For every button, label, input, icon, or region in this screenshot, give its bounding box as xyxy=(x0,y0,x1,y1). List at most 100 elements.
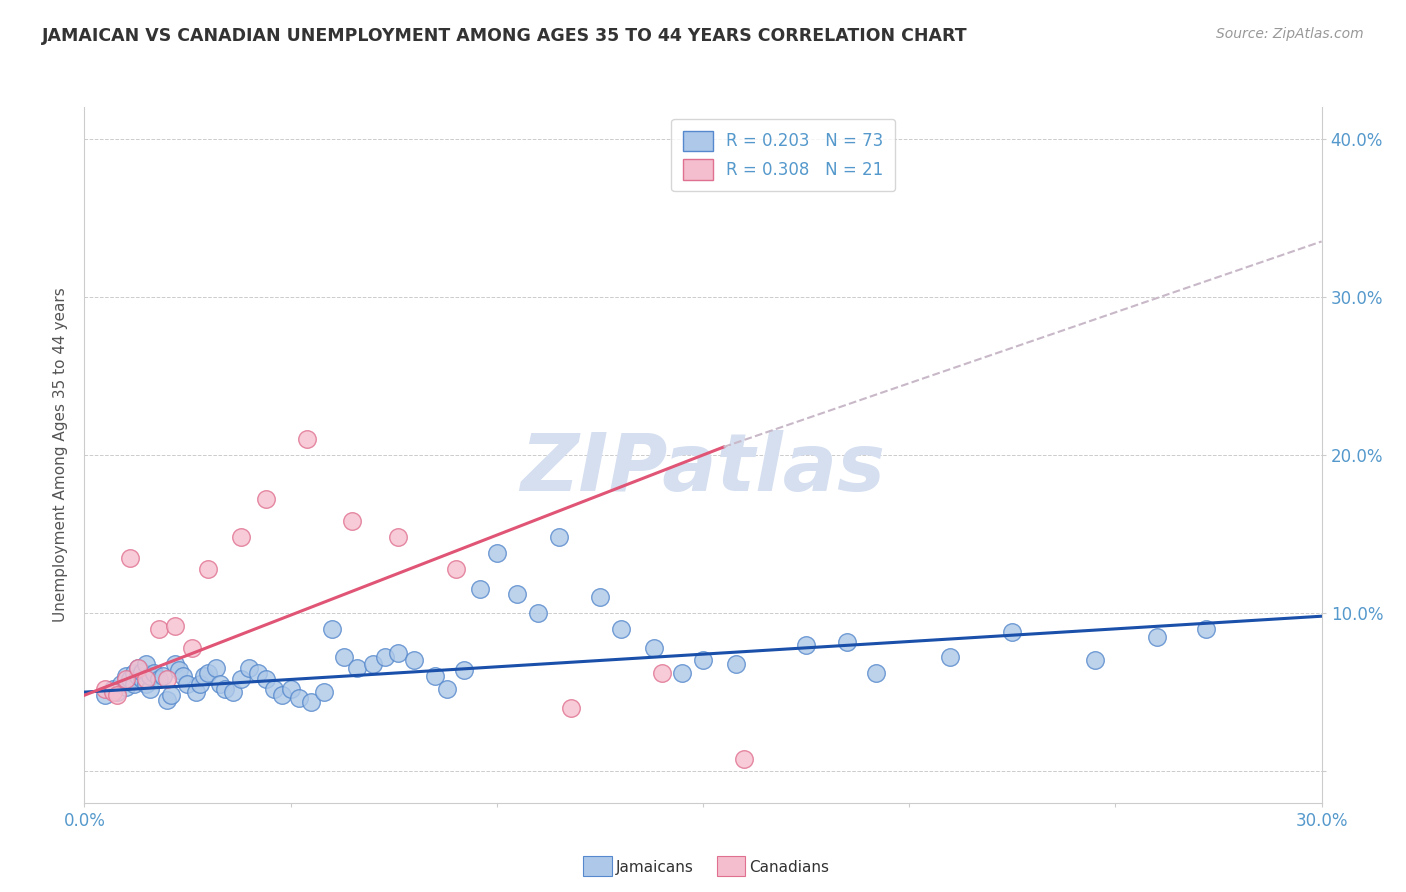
Point xyxy=(197,562,219,576)
Point xyxy=(254,673,277,687)
Point xyxy=(160,688,183,702)
Point xyxy=(127,661,149,675)
Point xyxy=(733,751,755,765)
Point xyxy=(229,530,252,544)
Point xyxy=(176,677,198,691)
Point xyxy=(342,514,364,528)
Point xyxy=(692,653,714,667)
Point xyxy=(254,492,277,507)
Point xyxy=(139,681,162,696)
Point xyxy=(94,688,117,702)
Point xyxy=(1001,625,1024,640)
Point xyxy=(321,622,343,636)
Point xyxy=(312,685,335,699)
Point xyxy=(214,681,236,696)
Text: Jamaicans: Jamaicans xyxy=(616,860,693,874)
Point xyxy=(193,669,215,683)
Point xyxy=(470,582,492,597)
Point xyxy=(485,546,508,560)
Point xyxy=(794,638,817,652)
Point xyxy=(423,669,446,683)
Point xyxy=(135,677,157,691)
Point xyxy=(444,562,467,576)
Text: JAMAICAN VS CANADIAN UNEMPLOYMENT AMONG AGES 35 TO 44 YEARS CORRELATION CHART: JAMAICAN VS CANADIAN UNEMPLOYMENT AMONG … xyxy=(42,27,967,45)
Point xyxy=(156,673,179,687)
Point xyxy=(246,666,269,681)
Point xyxy=(152,669,174,683)
Point xyxy=(110,677,132,691)
Point xyxy=(651,666,673,681)
Point xyxy=(939,650,962,665)
Point xyxy=(609,622,631,636)
Point xyxy=(165,618,187,632)
Point xyxy=(1146,630,1168,644)
Point xyxy=(127,669,149,683)
Point xyxy=(143,666,166,681)
Point xyxy=(131,665,153,679)
Point xyxy=(122,666,145,681)
Point xyxy=(346,661,368,675)
Point xyxy=(167,663,190,677)
Point xyxy=(560,701,582,715)
Point xyxy=(180,640,202,655)
Point xyxy=(263,681,285,696)
Point xyxy=(131,673,153,687)
Point xyxy=(837,634,859,648)
Point xyxy=(229,673,252,687)
Point xyxy=(1195,622,1218,636)
Point xyxy=(361,657,384,671)
Point xyxy=(404,653,426,667)
Point xyxy=(295,432,318,446)
Point xyxy=(436,681,458,696)
Y-axis label: Unemployment Among Ages 35 to 44 years: Unemployment Among Ages 35 to 44 years xyxy=(53,287,69,623)
Point xyxy=(1084,653,1107,667)
Point xyxy=(135,657,157,671)
Point xyxy=(205,661,228,675)
Text: Canadians: Canadians xyxy=(749,860,830,874)
Point xyxy=(122,677,145,691)
Point xyxy=(724,657,747,671)
Text: ZIPatlas: ZIPatlas xyxy=(520,430,886,508)
Point xyxy=(280,681,302,696)
Point xyxy=(118,550,141,565)
Point xyxy=(589,591,612,605)
Point xyxy=(114,681,136,695)
Point xyxy=(156,693,179,707)
Point xyxy=(333,650,356,665)
Point xyxy=(105,688,128,702)
Point xyxy=(222,685,245,699)
Point xyxy=(118,673,141,687)
Point xyxy=(94,681,117,696)
Point xyxy=(165,657,187,671)
Point xyxy=(643,640,665,655)
Point xyxy=(374,650,396,665)
Point xyxy=(148,673,170,687)
Point xyxy=(299,695,322,709)
Point xyxy=(148,622,170,636)
Point xyxy=(139,669,162,683)
Point xyxy=(506,587,529,601)
Point xyxy=(238,661,260,675)
Point xyxy=(865,666,887,681)
Point xyxy=(114,673,136,687)
Point xyxy=(288,691,311,706)
Point xyxy=(114,669,136,683)
Text: Source: ZipAtlas.com: Source: ZipAtlas.com xyxy=(1216,27,1364,41)
Point xyxy=(184,685,207,699)
Point xyxy=(103,681,125,696)
Point xyxy=(527,606,550,620)
Point xyxy=(105,685,128,699)
Point xyxy=(197,666,219,681)
Point xyxy=(103,685,125,699)
Point xyxy=(453,663,475,677)
Point xyxy=(671,666,693,681)
Point xyxy=(387,646,409,660)
Point xyxy=(387,530,409,544)
Point xyxy=(127,661,149,675)
Point xyxy=(547,530,569,544)
Point xyxy=(188,677,211,691)
Legend: R = 0.203   N = 73, R = 0.308   N = 21: R = 0.203 N = 73, R = 0.308 N = 21 xyxy=(672,119,896,191)
Point xyxy=(271,688,294,702)
Point xyxy=(172,669,194,683)
Point xyxy=(209,677,232,691)
